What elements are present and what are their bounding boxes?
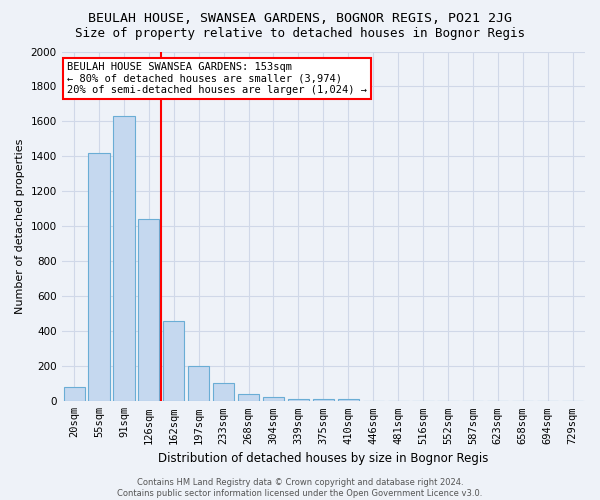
Bar [238, 394, 259, 402]
Bar [138, 218, 160, 402]
Bar [188, 366, 209, 402]
Bar [213, 383, 234, 402]
Y-axis label: Number of detached properties: Number of detached properties [15, 138, 25, 314]
Text: BEULAH HOUSE SWANSEA GARDENS: 153sqm
← 80% of detached houses are smaller (3,974: BEULAH HOUSE SWANSEA GARDENS: 153sqm ← 8… [67, 62, 367, 95]
Bar [263, 397, 284, 402]
Bar [64, 388, 85, 402]
Bar [113, 116, 134, 402]
Text: BEULAH HOUSE, SWANSEA GARDENS, BOGNOR REGIS, PO21 2JG: BEULAH HOUSE, SWANSEA GARDENS, BOGNOR RE… [88, 12, 512, 26]
Bar [163, 321, 184, 402]
Bar [288, 398, 309, 402]
Text: Size of property relative to detached houses in Bognor Regis: Size of property relative to detached ho… [75, 28, 525, 40]
Bar [338, 398, 359, 402]
Bar [88, 153, 110, 402]
X-axis label: Distribution of detached houses by size in Bognor Regis: Distribution of detached houses by size … [158, 452, 488, 465]
Text: Contains HM Land Registry data © Crown copyright and database right 2024.
Contai: Contains HM Land Registry data © Crown c… [118, 478, 482, 498]
Bar [313, 398, 334, 402]
